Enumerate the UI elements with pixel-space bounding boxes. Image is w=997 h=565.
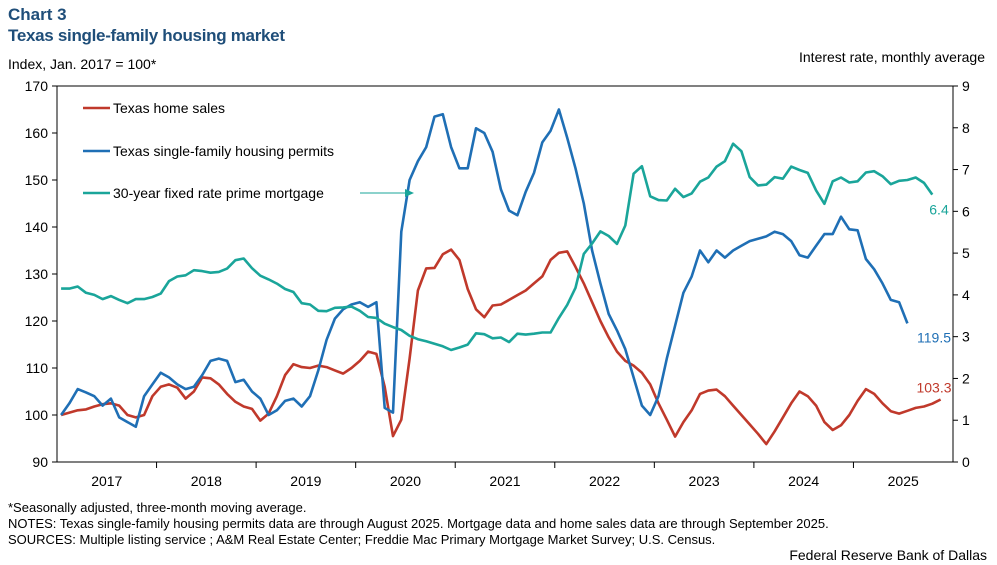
series-line-mortgage	[61, 142, 934, 352]
left-axis-tick-label: 140	[25, 219, 49, 235]
end-value-label-mortgage: 6.4	[929, 202, 949, 218]
right-axis-tick-label: 5	[962, 245, 970, 261]
note-sources: SOURCES: Multiple listing service ; A&M …	[8, 532, 716, 547]
x-axis-tick-label: 2025	[888, 473, 919, 489]
chart-notes: *Seasonally adjusted, three-month moving…	[8, 500, 829, 548]
left-axis-tick-label: 100	[25, 407, 49, 423]
x-axis-tick-label: 2018	[191, 473, 222, 489]
left-axis-tick-label: 150	[25, 172, 49, 188]
right-axis-tick-label: 3	[962, 329, 970, 345]
legend-arrow-head	[405, 189, 414, 197]
left-axis-tick-label: 90	[32, 454, 48, 470]
right-axis-tick-label: 1	[962, 412, 970, 428]
right-axis-tick-label: 2	[962, 370, 970, 386]
left-axis-tick-label: 170	[25, 78, 49, 94]
right-axis-tick-label: 6	[962, 203, 970, 219]
x-axis-tick-label: 2019	[290, 473, 321, 489]
x-axis-tick-label: 2023	[689, 473, 720, 489]
right-axis-title: Interest rate, monthly average	[799, 49, 985, 65]
x-axis-tick-label: 2020	[390, 473, 421, 489]
left-axis-title: Index, Jan. 2017 = 100*	[8, 56, 157, 72]
legend-label-permits: Texas single-family housing permits	[113, 143, 334, 159]
source-credit: Federal Reserve Bank of Dallas	[789, 547, 987, 563]
note-data-coverage: NOTES: Texas single-family housing permi…	[8, 516, 829, 531]
x-axis-tick-label: 2022	[589, 473, 620, 489]
x-axis-tick-label: 2021	[489, 473, 520, 489]
right-axis-tick-label: 0	[962, 454, 970, 470]
end-value-label-sales: 103.3	[916, 379, 951, 395]
series-line-permits	[60, 108, 909, 429]
x-axis-tick-label: 2017	[91, 473, 122, 489]
right-axis-tick-label: 7	[962, 162, 970, 178]
left-axis-tick-label: 110	[26, 360, 49, 376]
left-axis-tick-label: 130	[25, 266, 49, 282]
left-axis-tick-label: 120	[25, 313, 49, 329]
x-axis-tick-label: 2024	[788, 473, 819, 489]
right-axis-tick-label: 8	[962, 120, 970, 136]
series-line-sales	[60, 248, 942, 446]
note-seasonal: *Seasonally adjusted, three-month moving…	[8, 500, 307, 515]
chart-number: Chart 3	[8, 5, 67, 24]
end-value-label-permits: 119.5	[917, 329, 951, 345]
right-axis-tick-label: 4	[962, 287, 970, 303]
legend-label-mortgage: 30-year fixed rate prime mortgage	[113, 185, 324, 201]
legend-label-sales: Texas home sales	[113, 100, 225, 116]
right-axis-tick-label: 9	[962, 78, 970, 94]
chart-title: Texas single-family housing market	[8, 26, 285, 45]
left-axis-tick-label: 160	[25, 125, 49, 141]
